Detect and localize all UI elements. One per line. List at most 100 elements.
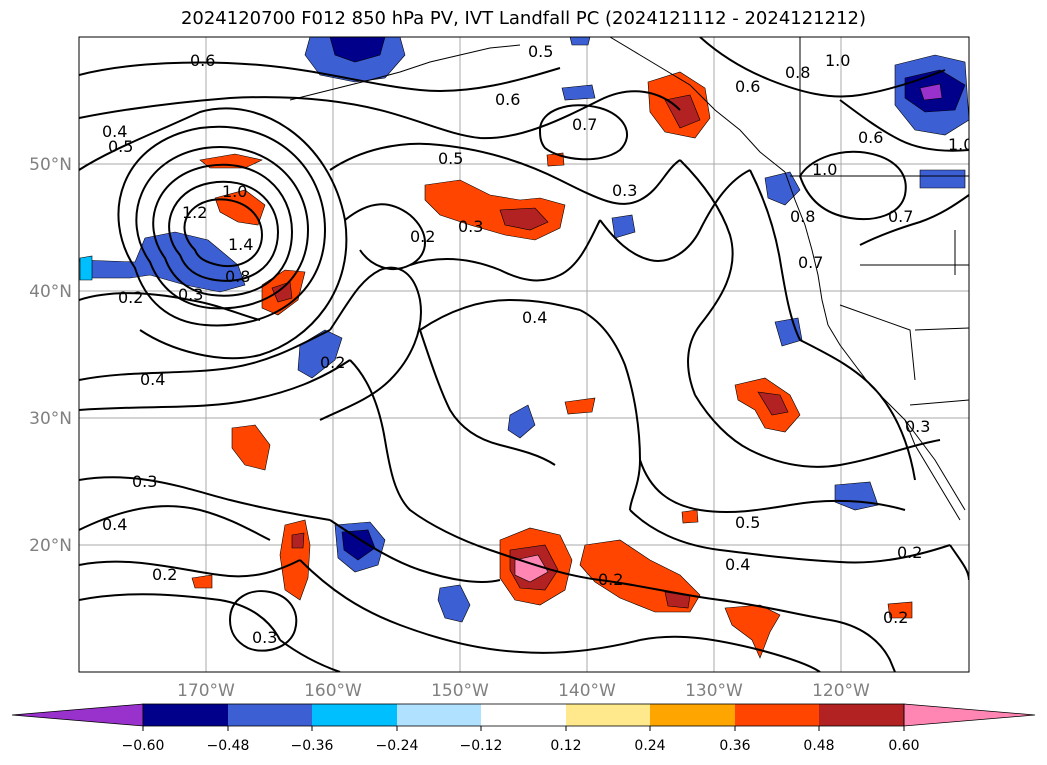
shade-red-28n	[231, 424, 271, 471]
map-title: 2024120700 F012 850 hPa PV, IVT Landfall…	[180, 8, 867, 29]
contour-label: 0.3	[132, 472, 157, 491]
contour-label: 0.8	[785, 63, 810, 82]
contour-mid-5	[419, 298, 581, 331]
shade-darkred-40n	[271, 281, 293, 303]
contour-labels: 0.6 0.5 0.8 1.0 0.4 0.5 0.6 0.7 0.6 0.5 …	[102, 42, 973, 647]
colorbar-bin	[735, 704, 819, 726]
contour-ne-1	[699, 37, 946, 98]
shade-purple-ne	[919, 83, 943, 101]
contour-label: 0.4	[522, 308, 547, 327]
contour-label: 1.0	[948, 135, 973, 154]
contour-label: 0.2	[152, 565, 177, 584]
contour-label: 0.7	[572, 115, 597, 134]
coast-baja	[904, 419, 961, 521]
contour-label: 0.6	[735, 77, 760, 96]
contour-label: 0.4	[102, 122, 127, 141]
contour-s-3	[79, 559, 301, 578]
contour-top-1	[79, 61, 561, 92]
contour-label: 1.0	[222, 182, 247, 201]
contour-w-3	[79, 359, 351, 411]
contour-mid-8	[419, 329, 556, 466]
contour-mid-2	[379, 90, 681, 140]
colorbar-bin	[566, 704, 650, 726]
contour-label: 0.2	[897, 543, 922, 562]
contour-label: 0.3	[458, 217, 483, 236]
contour-label: 0.6	[495, 90, 520, 109]
contour-label: 0.4	[102, 515, 127, 534]
colorbar-tick-label: 0.48	[803, 738, 834, 754]
contour-e-6	[599, 579, 831, 621]
contour-e-5	[629, 509, 951, 564]
contour-top-2	[79, 96, 381, 119]
contour-low-2	[168, 180, 280, 282]
contour-label: 0.5	[438, 149, 463, 168]
contour-label: 0.5	[108, 137, 133, 156]
contour-label: 0.3	[178, 285, 203, 304]
plot-frame	[78, 36, 970, 673]
contour-e-4	[639, 459, 906, 514]
colorbar-tick-label: −0.48	[207, 738, 250, 754]
contour-label: 0.3	[252, 628, 277, 647]
contour-label: 0.8	[790, 207, 815, 226]
contour-s-1	[79, 476, 331, 521]
contour-label: 0.3	[905, 417, 930, 436]
contour-w-2	[79, 329, 331, 381]
colorbar-tick-label: −0.36	[291, 738, 334, 754]
longitude-labels: 170°W 160°W 150°W 140°W 130°W 120°W	[177, 681, 870, 701]
contour-label: 0.4	[725, 555, 750, 574]
colorbar-bin	[312, 704, 397, 726]
contour-s-5	[329, 519, 501, 583]
contour-label: 0.7	[888, 207, 913, 226]
contour-low-4	[135, 146, 310, 310]
shade-red-18n-west	[191, 574, 213, 589]
colorbar-bin	[650, 704, 735, 726]
lon-label-140w: 140°W	[558, 681, 616, 701]
contour-label: 0.8	[225, 267, 250, 286]
colorbar-extend-low	[11, 703, 144, 727]
contour-label: 0.2	[883, 608, 908, 627]
colorbar-tick-label: −0.24	[376, 738, 419, 754]
shade-blue-alaska-sm	[561, 84, 596, 101]
contour-mid-1	[329, 142, 681, 205]
coast-alaska-south	[609, 37, 786, 173]
shade-red-sm-14n-east	[887, 601, 913, 619]
lon-label-170w: 170°W	[177, 681, 235, 701]
shade-darkred-center	[499, 207, 549, 231]
colorbar-bin	[819, 704, 904, 726]
contour-label: 0.4	[140, 370, 165, 389]
lon-label-120w: 120°W	[812, 681, 870, 701]
contour-label: 0.5	[735, 513, 760, 532]
contour-w-1	[79, 292, 261, 321]
contour-label: 0.2	[118, 288, 143, 307]
contour-e-1	[679, 159, 734, 396]
colorbar-tick-label: 0.24	[634, 738, 665, 754]
contour-mid-3	[344, 203, 426, 270]
lon-label-160w: 160°W	[304, 681, 362, 701]
shade-blue-29n	[507, 404, 536, 439]
contour-label: 0.7	[798, 253, 823, 272]
contour-s-4	[79, 593, 281, 641]
lat-label-30n: 30°N	[29, 409, 72, 429]
contour-low-5	[117, 125, 327, 327]
border-state-2	[839, 304, 916, 381]
shade-red-sm-22n	[681, 509, 699, 524]
shade-blue-37n	[297, 329, 343, 379]
contour-label: 0.3	[612, 181, 637, 200]
shade-blue-45n	[611, 214, 636, 239]
lat-label-20n: 20°N	[29, 536, 72, 556]
lat-label-50n: 50°N	[29, 155, 72, 175]
border-us-mexico	[909, 399, 969, 406]
contour-e-7	[799, 339, 916, 481]
coast-bc-wa-or	[784, 171, 829, 326]
colorbar-tick-label: −0.60	[122, 738, 165, 754]
contour-label: 1.2	[182, 203, 207, 222]
shade-darkred-19n	[291, 532, 305, 549]
shading-areas	[79, 37, 969, 659]
shade-blue-15n	[437, 584, 471, 623]
contour-e-2	[749, 169, 801, 341]
shade-blue-ne-coast	[919, 169, 966, 189]
contour-label: 0.6	[190, 51, 215, 70]
contour-label: 1.0	[825, 51, 850, 70]
coast-alaska-aleutians	[289, 44, 521, 101]
